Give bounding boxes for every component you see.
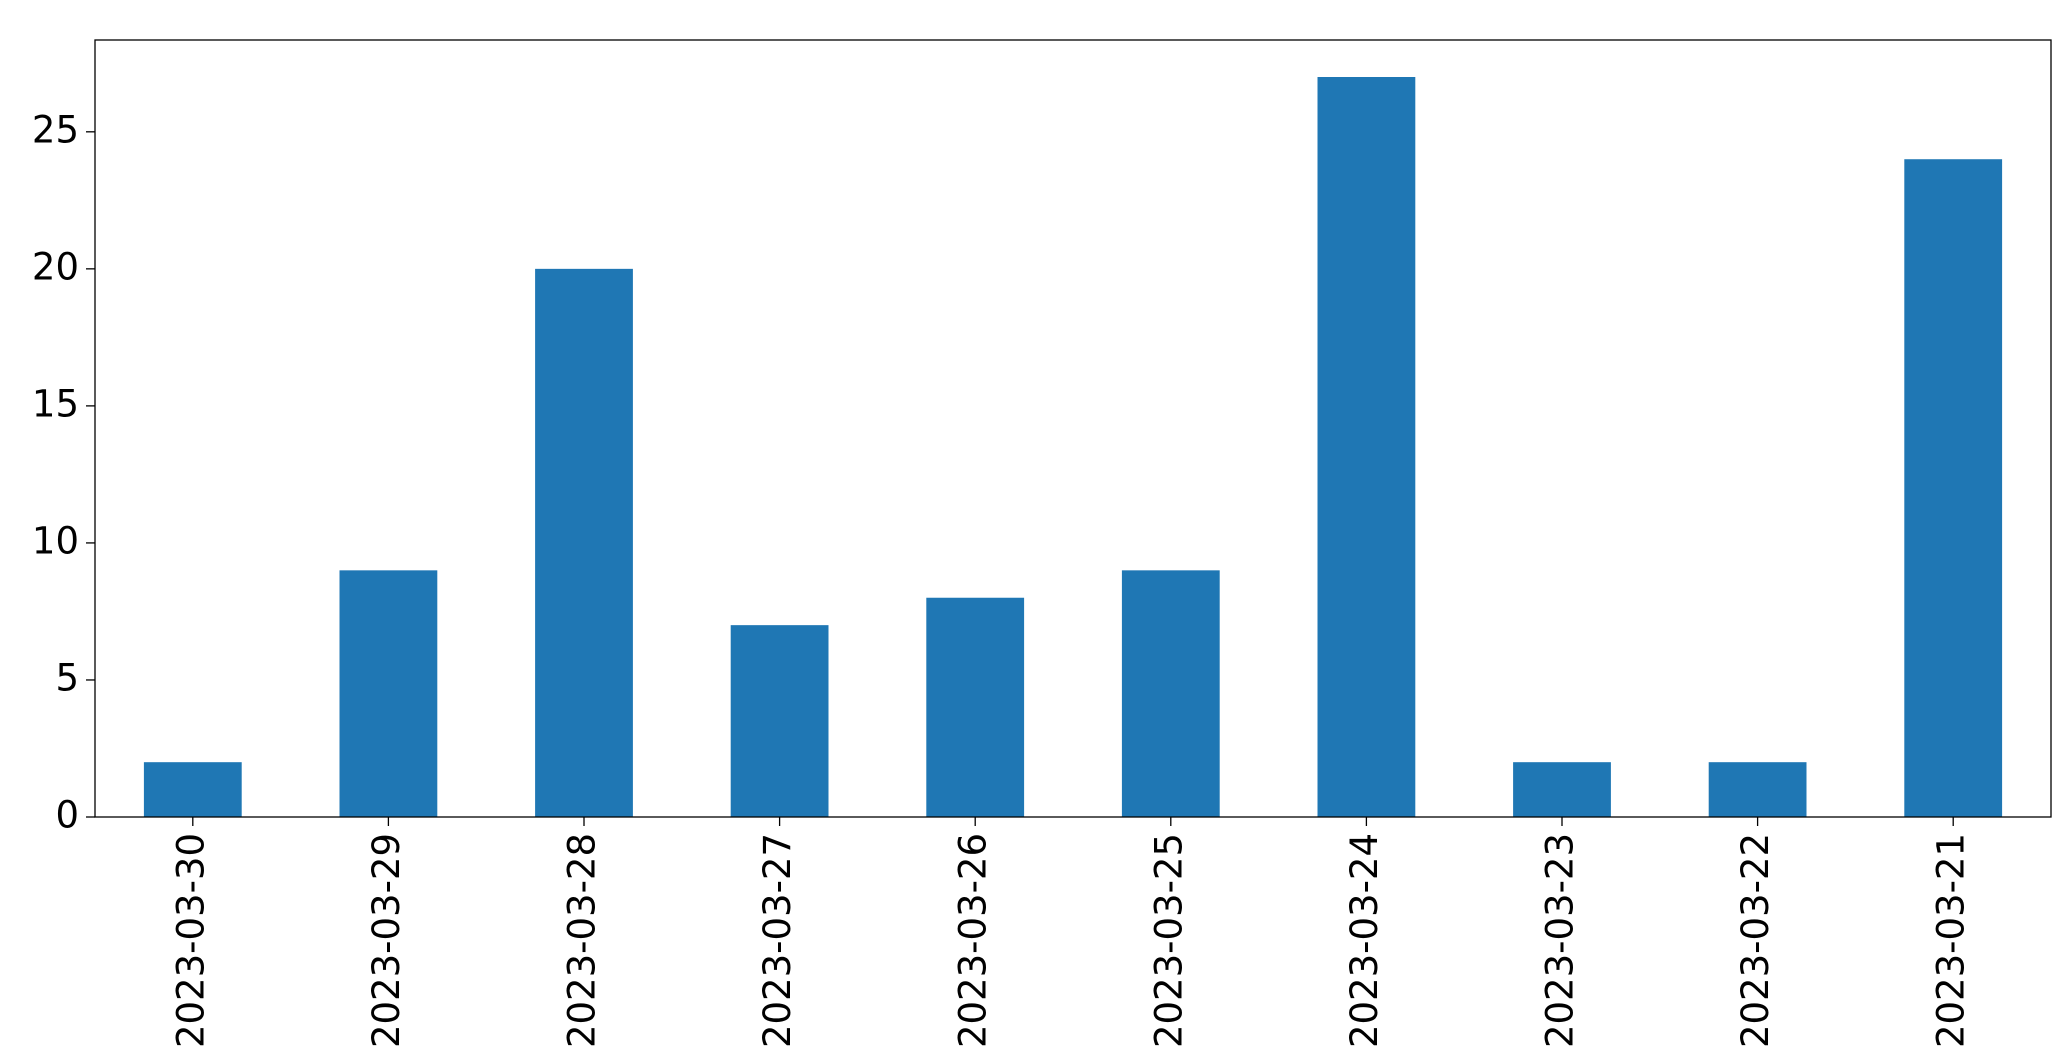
y-tick-label: 0	[55, 794, 79, 837]
y-tick-label: 10	[32, 519, 79, 562]
x-tick-label: 2023-03-28	[561, 833, 604, 1048]
bar	[1904, 159, 2003, 817]
x-tick-label: 2023-03-23	[1539, 833, 1582, 1048]
x-tick-label: 2023-03-21	[1930, 833, 1973, 1048]
bar	[1317, 77, 1416, 817]
bar	[339, 570, 438, 817]
bar	[1513, 762, 1611, 817]
x-tick-label: 2023-03-24	[1343, 833, 1386, 1048]
bar	[143, 762, 242, 817]
bar	[1121, 570, 1220, 817]
y-tick-label: 20	[32, 245, 79, 288]
plot-frame	[94, 39, 2052, 818]
x-tick-label: 2023-03-27	[756, 833, 799, 1048]
y-tick-label: 25	[32, 108, 79, 151]
x-tick-label: 2023-03-22	[1734, 833, 1777, 1048]
bar	[1708, 762, 1807, 817]
y-tick-label: 15	[32, 382, 79, 425]
x-tick-label: 2023-03-26	[952, 833, 995, 1048]
y-tick-label: 5	[55, 656, 79, 699]
bar	[926, 597, 1025, 817]
x-tick-label: 2023-03-30	[169, 833, 212, 1048]
x-tick-label: 2023-03-29	[365, 833, 408, 1048]
bar	[730, 625, 829, 817]
bar	[535, 268, 633, 818]
x-tick-label: 2023-03-25	[1147, 833, 1190, 1048]
